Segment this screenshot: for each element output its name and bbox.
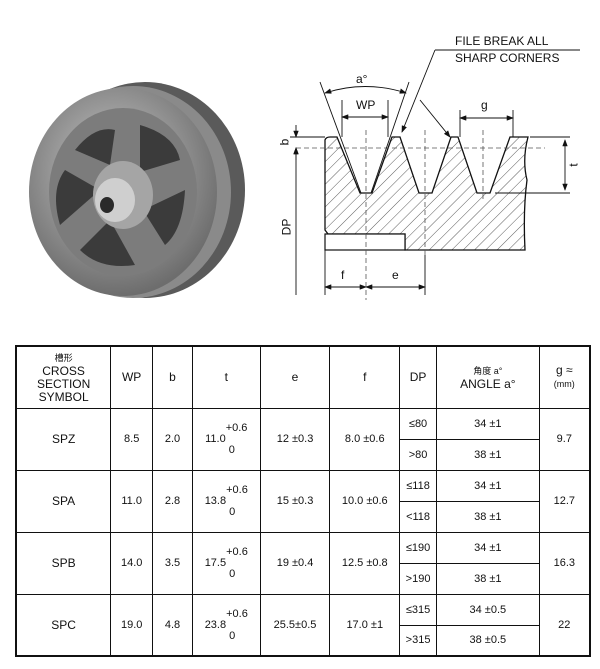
groove-dimension-table: 槽形 CROSS SECTION SYMBOL WP b t e f DP 角度 a°… [15, 345, 591, 657]
header-symbol: 槽形 CROSS SECTION SYMBOL [15, 345, 112, 409]
cell-f: 17.0 ±1 [329, 593, 401, 657]
label-e: e [392, 268, 399, 282]
cell-symbol: SPB [15, 531, 112, 595]
table-row: >315 38 ±0.5 [16, 624, 590, 657]
cell-symbol: SPA [15, 469, 112, 533]
cell-symbol: SPC [15, 593, 112, 657]
header-b: b [152, 345, 193, 409]
label-dp: DP [279, 218, 294, 236]
cell-angle: 38 ±1 [436, 562, 540, 595]
cell-e: 25.5±0.5 [259, 593, 331, 657]
cell-dp: ≤80 [399, 407, 438, 440]
label-b: b [277, 138, 292, 146]
cell-dp: ≤315 [399, 593, 438, 626]
cell-symbol: SPZ [15, 407, 112, 471]
header-t: t [191, 345, 261, 409]
cell-angle: 34 ±0.5 [436, 593, 540, 626]
cell-f: 10.0 ±0.6 [329, 469, 401, 533]
cell-b: 2.0 [152, 407, 193, 471]
cell-b: 3.5 [152, 531, 193, 595]
cell-wp: 19.0 [110, 593, 154, 657]
cell-f: 8.0 ±0.6 [329, 407, 401, 471]
label-wp: WP [356, 98, 376, 112]
cell-e: 12 ±0.3 [259, 407, 331, 471]
cell-f: 12.5 ±0.8 [329, 531, 401, 595]
cell-dp: >190 [399, 562, 438, 595]
table-row: SPC 19.0 4.8 23.8+0.6 0 25.5±0.5 17.0 ±1 ≤315 3… [15, 593, 591, 657]
cell-t: 23.8+0.6 0 [191, 593, 261, 657]
cell-g: 16.3 [538, 531, 591, 595]
cell-wp: 11.0 [110, 469, 154, 533]
pulley-photo [29, 82, 245, 298]
header-row: 槽形 CROSS SECTION SYMBOL WP b t e f DP 角度 a°… [15, 345, 591, 409]
header-wp: WP [110, 345, 154, 409]
cell-t: 11.0+0.6 0 [191, 407, 261, 471]
cell-e: 15 ±0.3 [259, 469, 331, 533]
table-row: <118 38 ±1 [16, 500, 590, 533]
cell-angle: 38 ±1 [436, 500, 540, 533]
cell-dp: ≤190 [399, 531, 438, 564]
cell-angle: 34 ±1 [436, 531, 540, 564]
label-g: g [481, 98, 488, 112]
groove-cross-section-drawing [290, 49, 580, 300]
cell-dp: <118 [399, 500, 438, 533]
cell-angle: 38 ±1 [436, 438, 540, 471]
header-g: g ≈ (mm) [538, 345, 591, 409]
cell-g: 9.7 [538, 407, 591, 471]
note-line-1: FILE BREAK ALL [455, 34, 549, 48]
header-f: f [329, 345, 401, 409]
table-row: >190 38 ±1 [16, 562, 590, 595]
cell-dp: ≤118 [399, 469, 438, 502]
cell-dp: >80 [399, 438, 438, 471]
cell-wp: 14.0 [110, 531, 154, 595]
cell-b: 4.8 [152, 593, 193, 657]
header-e: e [259, 345, 331, 409]
cell-e: 19 ±0.4 [259, 531, 331, 595]
cell-angle: 34 ±1 [436, 469, 540, 502]
table-row: >80 38 ±1 [16, 438, 590, 471]
label-angle: a° [356, 72, 368, 86]
cell-t: 13.8+0.6 0 [191, 469, 261, 533]
note-line-2: SHARP CORNERS [455, 51, 560, 65]
cell-t: 17.5+0.6 0 [191, 531, 261, 595]
header-dp: DP [399, 345, 438, 409]
cell-dp: >315 [399, 624, 438, 657]
header-angle: 角度 a° ANGLE a° [436, 345, 540, 409]
table-row: SPZ 8.5 2.0 11.0+0.6 0 12 ±0.3 8.0 ±0.6 ≤80 34 … [15, 407, 591, 471]
label-f: f [341, 268, 345, 282]
cell-wp: 8.5 [110, 407, 154, 471]
pulley-section [324, 136, 529, 251]
cell-angle: 34 ±1 [436, 407, 540, 440]
cell-angle: 38 ±0.5 [436, 624, 540, 657]
cell-b: 2.8 [152, 469, 193, 533]
cell-g: 22 [538, 593, 591, 657]
cell-g: 12.7 [538, 469, 591, 533]
label-t: t [566, 163, 581, 167]
table-row: SPA 11.0 2.8 13.8+0.6 0 15 ±0.3 10.0 ±0.6 ≤118… [15, 469, 591, 533]
table-row: SPB 14.0 3.5 17.5+0.6 0 19 ±0.4 12.5 ±0.8 ≤190… [15, 531, 591, 595]
